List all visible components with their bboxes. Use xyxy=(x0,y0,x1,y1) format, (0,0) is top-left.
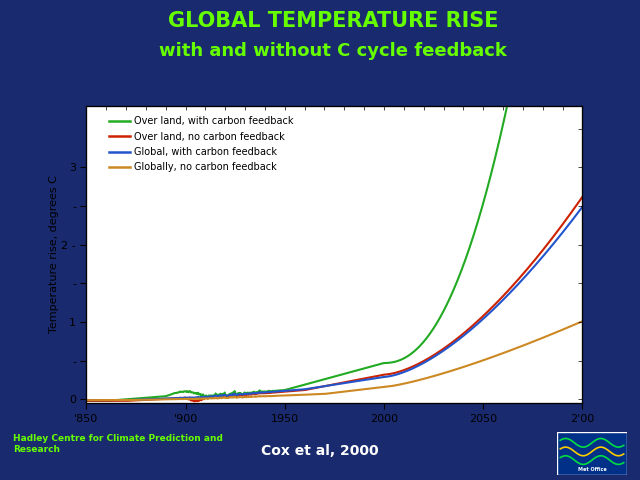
Legend: Over land, with carbon feedback, Over land, no carbon feedback, Global, with car: Over land, with carbon feedback, Over la… xyxy=(106,113,297,175)
Global, with carbon feedback xyxy=(579,204,586,210)
Over land, no carbon feedback xyxy=(308,386,316,392)
Line: Global, with carbon feedback: Global, with carbon feedback xyxy=(86,207,582,400)
Text: Met Office: Met Office xyxy=(578,467,606,472)
Over land, with carbon feedback xyxy=(457,269,465,275)
Text: Cox et al, 2000: Cox et al, 2000 xyxy=(261,444,379,458)
Over land, no carbon feedback xyxy=(415,361,422,367)
Text: with and without C cycle feedback: with and without C cycle feedback xyxy=(159,42,507,60)
Globally, no carbon feedback xyxy=(457,365,465,371)
Global, with carbon feedback xyxy=(211,394,219,399)
Globally, no carbon feedback xyxy=(579,318,586,324)
Over land, no carbon feedback xyxy=(211,395,219,400)
Text: Hadley Centre for Climate Prediction and
Research: Hadley Centre for Climate Prediction and… xyxy=(13,434,223,454)
Over land, no carbon feedback xyxy=(190,398,198,404)
Line: Over land, no carbon feedback: Over land, no carbon feedback xyxy=(86,197,582,401)
Over land, with carbon feedback xyxy=(376,361,383,367)
Over land, with carbon feedback xyxy=(83,398,90,404)
Over land, with carbon feedback xyxy=(102,398,109,404)
Y-axis label: Temperature rise, degrees C: Temperature rise, degrees C xyxy=(49,176,59,333)
Over land, no carbon feedback xyxy=(457,333,465,338)
Global, with carbon feedback xyxy=(83,397,90,403)
Globally, no carbon feedback xyxy=(376,384,383,390)
Over land, no carbon feedback xyxy=(376,372,383,378)
Globally, no carbon feedback xyxy=(211,396,219,401)
Globally, no carbon feedback xyxy=(119,397,127,403)
Globally, no carbon feedback xyxy=(171,396,179,402)
Global, with carbon feedback xyxy=(119,397,127,403)
Over land, with carbon feedback xyxy=(308,380,316,385)
Global, with carbon feedback xyxy=(171,396,179,401)
Over land, with carbon feedback xyxy=(211,394,219,399)
Globally, no carbon feedback xyxy=(415,377,422,383)
Over land, no carbon feedback xyxy=(170,396,178,401)
Over land, with carbon feedback xyxy=(171,390,179,396)
Global, with carbon feedback xyxy=(457,335,465,341)
Globally, no carbon feedback xyxy=(308,392,316,397)
Line: Over land, with carbon feedback: Over land, with carbon feedback xyxy=(86,0,582,401)
Global, with carbon feedback xyxy=(415,363,422,369)
Line: Globally, no carbon feedback: Globally, no carbon feedback xyxy=(86,321,582,400)
Global, with carbon feedback xyxy=(376,375,383,381)
Globally, no carbon feedback xyxy=(83,397,90,403)
Over land, no carbon feedback xyxy=(83,398,90,404)
Global, with carbon feedback xyxy=(308,385,316,391)
Over land, with carbon feedback xyxy=(415,345,422,350)
Over land, no carbon feedback xyxy=(579,194,586,200)
Text: GLOBAL TEMPERATURE RISE: GLOBAL TEMPERATURE RISE xyxy=(168,11,498,31)
